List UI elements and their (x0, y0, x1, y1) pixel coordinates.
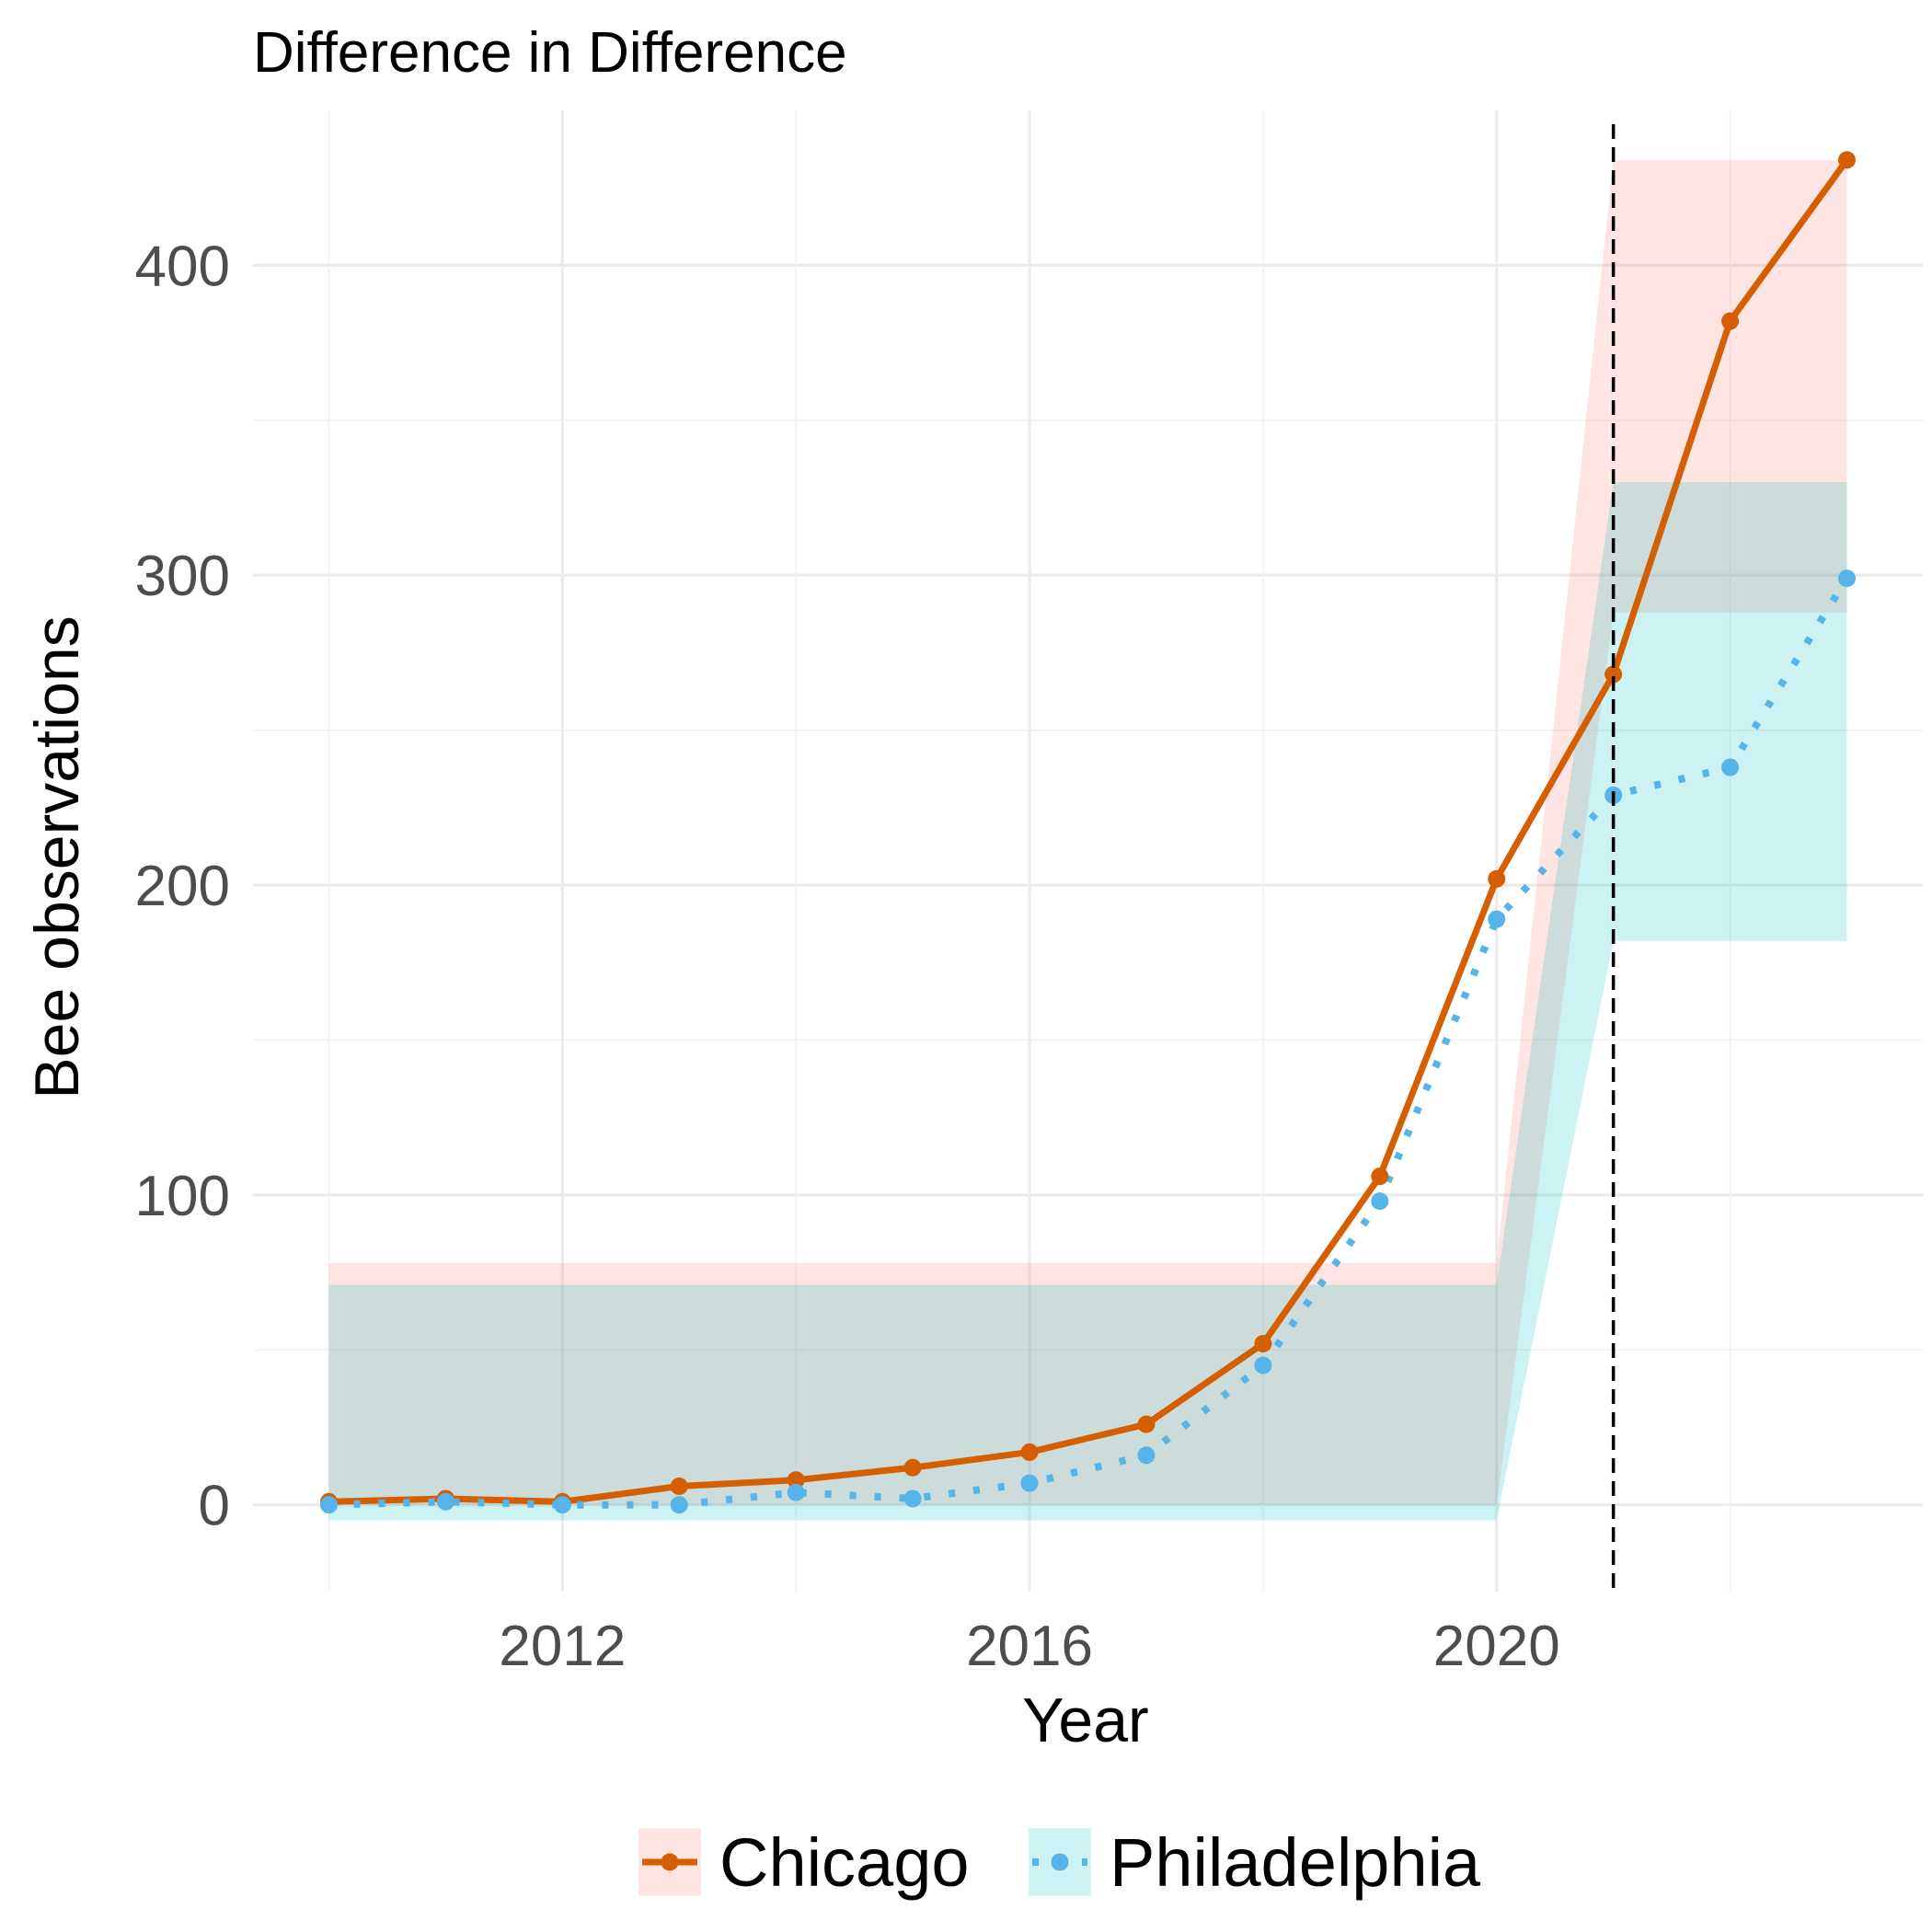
point-philadelphia (320, 1496, 338, 1514)
legend-label-philadelphia: Philadelphia (1110, 1824, 1481, 1901)
legend-label-chicago: Chicago (719, 1824, 970, 1901)
point-philadelphia (1254, 1356, 1272, 1374)
point-chicago (1721, 312, 1740, 330)
confidence-bands (328, 159, 1847, 1521)
point-philadelphia (436, 1492, 454, 1511)
point-philadelphia (670, 1496, 688, 1514)
y-axis-ticks: 0 100 200 300 400 (135, 235, 230, 1537)
point-chicago (1254, 1335, 1272, 1353)
band-philadelphia (328, 482, 1847, 1521)
y-tick-label: 0 (199, 1475, 230, 1538)
point-philadelphia (1137, 1446, 1156, 1465)
point-philadelphia (1020, 1474, 1039, 1492)
line-philadelphia (328, 576, 1850, 1509)
y-axis-title: Bee observations (22, 615, 92, 1098)
point-chicago (903, 1458, 922, 1477)
point-chicago (1838, 151, 1856, 169)
legend-key-point (661, 1853, 679, 1871)
series-lines (328, 157, 1850, 1509)
y-tick-label: 400 (135, 235, 230, 298)
point-chicago (1137, 1415, 1156, 1433)
point-philadelphia (553, 1496, 571, 1514)
y-tick-label: 100 (135, 1165, 230, 1228)
series-points (320, 151, 1856, 1514)
point-chicago (1604, 665, 1623, 684)
point-philadelphia (1838, 569, 1856, 588)
gridlines (253, 110, 1923, 1592)
point-chicago (1488, 869, 1506, 888)
y-tick-label: 300 (135, 545, 230, 608)
point-philadelphia (903, 1489, 922, 1508)
x-tick-label: 2020 (1433, 1615, 1560, 1678)
point-philadelphia (1371, 1192, 1389, 1211)
x-tick-label: 2012 (499, 1615, 626, 1678)
legend: Chicago Philadelphia (638, 1824, 1481, 1901)
chart-title: Difference in Difference (253, 21, 847, 85)
band-chicago (328, 159, 1847, 1505)
legend-item-philadelphia: Philadelphia (1029, 1824, 1481, 1901)
point-philadelphia (787, 1483, 805, 1501)
legend-key-point (1051, 1853, 1069, 1871)
x-axis-ticks: 2012 2016 2020 (499, 1615, 1559, 1678)
point-chicago (670, 1477, 688, 1495)
line-chicago (328, 157, 1850, 1505)
point-chicago (787, 1471, 805, 1489)
legend-item-chicago: Chicago (638, 1824, 970, 1901)
y-tick-label: 200 (135, 855, 230, 918)
point-philadelphia (1721, 758, 1740, 776)
point-chicago (1371, 1167, 1389, 1186)
x-tick-label: 2016 (966, 1615, 1093, 1678)
x-axis-title: Year (1022, 1685, 1148, 1755)
point-chicago (1020, 1443, 1039, 1461)
point-philadelphia (1488, 910, 1506, 928)
